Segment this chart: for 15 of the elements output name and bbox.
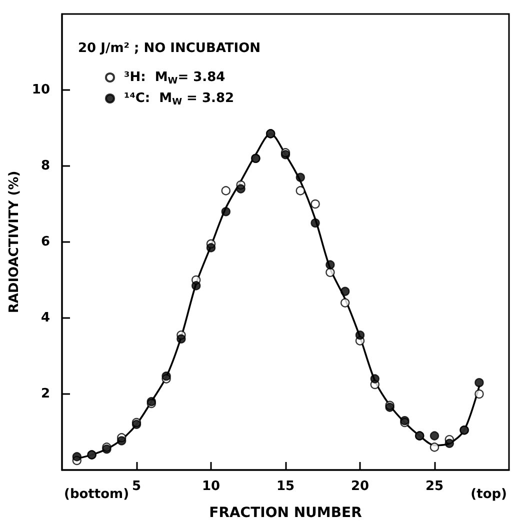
- text: (top): [470, 487, 508, 502]
- y-tick-label: 2: [40, 386, 50, 402]
- x-tick-label: 5: [132, 479, 142, 494]
- x-axis-title: FRACTION NUMBER: [209, 505, 362, 521]
- y-axis-title: RADIOACTIVITY (%): [7, 170, 22, 314]
- y-tick-label: 8: [40, 158, 50, 174]
- x-tick-label: 20: [350, 479, 370, 494]
- annotation: 20 J/m² ; NO INCUBATION: [78, 41, 261, 56]
- x-tick-label: 25: [425, 479, 444, 494]
- y-tick-label: 6: [40, 234, 50, 250]
- x-tick-label: 10: [202, 479, 220, 494]
- y-tick-label: 10: [32, 82, 50, 98]
- y-tick-label: 4: [40, 310, 50, 326]
- text: (bottom): [64, 487, 130, 502]
- x-tick-label: 15: [276, 479, 295, 494]
